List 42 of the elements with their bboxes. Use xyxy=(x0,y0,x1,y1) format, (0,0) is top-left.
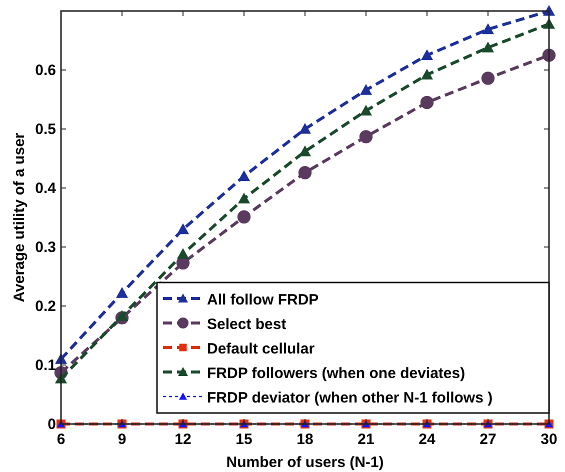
x-tick-label: 15 xyxy=(236,431,252,448)
y-tick-label: 0.3 xyxy=(35,239,56,256)
point xyxy=(421,49,433,60)
point xyxy=(360,104,372,116)
point xyxy=(238,170,250,181)
point xyxy=(420,96,434,110)
point xyxy=(359,130,373,144)
point xyxy=(481,72,495,85)
y-tick-label: 0.4 xyxy=(35,180,57,197)
y-tick-label: 0 xyxy=(48,416,56,433)
y-tick-label: 0.5 xyxy=(35,121,56,138)
point xyxy=(238,192,250,204)
legend-label: FRDP followers (when one deviates) xyxy=(207,365,466,382)
legend-label: FRDP deviator (when other N-1 follows ) xyxy=(207,390,493,406)
x-tick-label: 24 xyxy=(418,431,436,448)
legend-label: All follow FRDP xyxy=(207,292,319,308)
x-tick-label: 18 xyxy=(296,431,314,448)
legend-label: Default cellular xyxy=(207,340,315,358)
x-tick-label: 30 xyxy=(540,431,558,448)
x-tick-label: 21 xyxy=(358,431,374,448)
point xyxy=(421,68,433,80)
point xyxy=(177,223,189,234)
point xyxy=(482,23,494,34)
point xyxy=(177,248,189,259)
legend-label: Select best xyxy=(207,316,286,333)
y-tick-label: 0.1 xyxy=(35,357,56,374)
point xyxy=(299,123,311,134)
point xyxy=(482,42,494,52)
y-tick-label: 0.2 xyxy=(35,298,56,315)
y-tick-label: 0.6 xyxy=(35,62,56,79)
x-tick-label: 6 xyxy=(56,431,66,448)
point xyxy=(116,287,128,298)
x-tick-label: 27 xyxy=(480,431,496,448)
x-tick-label: 12 xyxy=(174,431,192,448)
point xyxy=(299,145,311,156)
point xyxy=(237,210,251,224)
y-axis-title: Average utility of a user xyxy=(11,132,28,302)
x-tick-label: 9 xyxy=(118,431,126,448)
point xyxy=(298,166,312,180)
point xyxy=(116,310,128,321)
point xyxy=(360,84,372,95)
x-axis-title: Number of users (N-1) xyxy=(226,454,384,471)
